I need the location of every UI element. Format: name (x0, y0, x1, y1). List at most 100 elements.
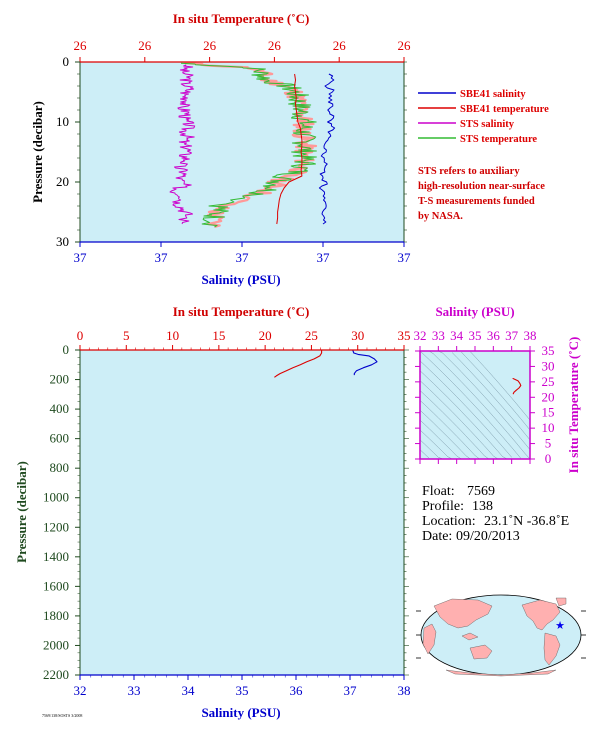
bottom-panel-salinity-axis-title: Salinity (PSU) (201, 705, 280, 720)
ts-isopycnal (419, 429, 453, 460)
footer-code: 7569/138/SOSTS 3/2008 (42, 713, 82, 718)
ts-isopycnal (419, 449, 430, 459)
bottom-temperature-tick-label: 5 (123, 328, 130, 343)
top-pressure-tick-label: 0 (63, 54, 70, 69)
ts-isopycnal (419, 439, 443, 460)
top-salinity-tick-label: 37 (155, 250, 169, 265)
sbe41-salinity-line (318, 73, 336, 225)
ts-isopycnal (419, 419, 462, 460)
sts-note-line-1: STS refers to auxiliary (418, 166, 520, 177)
ts-salinity-tick-label: 34 (450, 328, 464, 343)
bottom-salinity-tick-label: 32 (74, 683, 87, 698)
top-temperature-tick-label: 26 (74, 38, 88, 53)
legend-label-1: SBE41 temperature (460, 104, 549, 115)
ts-isopycnal (419, 400, 480, 460)
top-temperature-tick-label: 26 (398, 38, 412, 53)
ts-temperature-tick-label: 5 (545, 436, 552, 451)
top-panel-series (169, 62, 336, 229)
ts-panel-salinity-ticks: 32 33 34 35 36 37 38 (414, 328, 537, 464)
bottom-salinity-tick-label: 38 (398, 683, 411, 698)
world-map: ★ (416, 594, 586, 677)
map-land-greenland (555, 597, 567, 607)
ts-panel-salinity-axis-title: Salinity (PSU) (435, 304, 514, 319)
map-land-indonesia (461, 632, 479, 641)
legend-label-3: STS temperature (460, 134, 537, 145)
top-salinity-tick-label: 37 (398, 250, 412, 265)
ts-temperature-tick-label: 20 (542, 389, 555, 404)
bottom-temperature-tick-label: 0 (77, 328, 84, 343)
top-panel-legend: SBE41 salinity SBE41 temperature STS salin… (418, 89, 549, 145)
top-temperature-tick-label: 26 (333, 38, 347, 53)
ts-isopycnal (461, 351, 531, 431)
bottom-temperature-tick-label: 20 (259, 328, 272, 343)
map-land-north-america (521, 599, 561, 631)
ts-isopycnal (419, 350, 521, 459)
top-pressure-tick-label: 20 (56, 174, 69, 189)
top-panel-plot-area (80, 62, 404, 242)
ts-density-contours (419, 350, 531, 460)
top-panel-pressure-ticks: 0 10 20 30 (56, 54, 407, 249)
top-panel-temperature-ticks: 26 26 26 26 26 26 (74, 38, 412, 62)
bottom-pressure-tick-label: 800 (50, 460, 70, 475)
bottom-temperature-tick-label: 30 (351, 328, 364, 343)
ts-isopycnal (419, 360, 512, 458)
location-value: 23.1˚N -36.8˚E (484, 514, 569, 529)
top-panel-salinity-ticks: 37 37 37 37 37 (74, 242, 412, 265)
ts-salinity-tick-label: 35 (469, 328, 482, 343)
profile-salinity-line (352, 349, 378, 376)
float-value: 7569 (467, 484, 495, 499)
ts-salinity-tick-label: 38 (524, 328, 537, 343)
date-value: 09/20/2013 (456, 529, 520, 544)
float-info: Float: 7569 Profile: 138 Location: 23.1˚… (422, 484, 569, 544)
ts-panel-temperature-axis-title: In situ Temperature (˚C) (566, 337, 581, 474)
bottom-pressure-tick-label: 2000 (43, 637, 69, 652)
bottom-temperature-tick-label: 35 (398, 328, 411, 343)
map-land-south-america (543, 632, 561, 666)
location-label: Location: (422, 514, 476, 529)
ts-isopycnal (451, 352, 531, 441)
ts-temperature-tick-label: 10 (542, 420, 555, 435)
bottom-salinity-tick-label: 36 (290, 683, 304, 698)
bottom-panel-temperature-axis-title: In situ Temperature (˚C) (173, 304, 310, 319)
bottom-pressure-tick-label: 2200 (43, 667, 69, 682)
sts-note: STS refers to auxiliary high-resolution … (418, 166, 545, 222)
bottom-panel-salinity-ticks: 32 33 34 35 36 37 38 (74, 675, 411, 698)
sts-salinity-line (169, 64, 196, 225)
top-salinity-tick-label: 37 (74, 250, 88, 265)
top-temperature-tick-label: 26 (138, 38, 152, 53)
top-panel-pressure-axis-title: Pressure (decibar) (30, 101, 45, 203)
top-salinity-tick-label: 37 (317, 250, 331, 265)
ts-temperature-tick-label: 0 (545, 451, 552, 466)
ts-isopycnal (419, 370, 508, 460)
float-location-star-icon: ★ (555, 620, 565, 632)
bottom-panel-series (274, 349, 378, 378)
map-land-asia (433, 598, 493, 629)
ts-temperature-tick-label: 35 (542, 343, 555, 358)
ts-isopycnal (419, 380, 499, 460)
sts-note-line-3: T-S measurements funded (418, 196, 535, 207)
profile-value: 138 (472, 499, 493, 514)
map-land-antarctica (445, 669, 557, 677)
bottom-pressure-tick-label: 1800 (43, 608, 69, 623)
ts-isopycnal (419, 390, 489, 460)
bottom-panel-temperature-ticks: 0 5 10 15 20 25 30 35 (77, 328, 411, 350)
profile-temperature-line (274, 350, 323, 378)
sts-temperature-line (180, 62, 317, 228)
bottom-temperature-tick-label: 10 (166, 328, 179, 343)
ts-salinity-tick-label: 36 (487, 328, 501, 343)
ts-salinity-tick-label: 32 (414, 328, 427, 343)
ts-isopycnal (419, 410, 471, 460)
bottom-pressure-tick-label: 200 (50, 372, 70, 387)
top-panel-temperature-axis-title: In situ Temperature (˚C) (173, 11, 310, 26)
top-temperature-tick-label: 26 (268, 38, 282, 53)
bottom-temperature-tick-label: 25 (305, 328, 318, 343)
sts-temperature-fill-line (184, 62, 318, 229)
bottom-pressure-tick-label: 1200 (43, 519, 69, 534)
top-pressure-tick-label: 30 (56, 234, 69, 249)
bottom-pressure-tick-label: 400 (50, 401, 70, 416)
sts-note-line-4: by NASA. (418, 211, 463, 222)
profile-label: Profile: (422, 499, 464, 514)
bottom-panel-plot-area (80, 350, 404, 675)
date-label: Date: (422, 529, 452, 544)
